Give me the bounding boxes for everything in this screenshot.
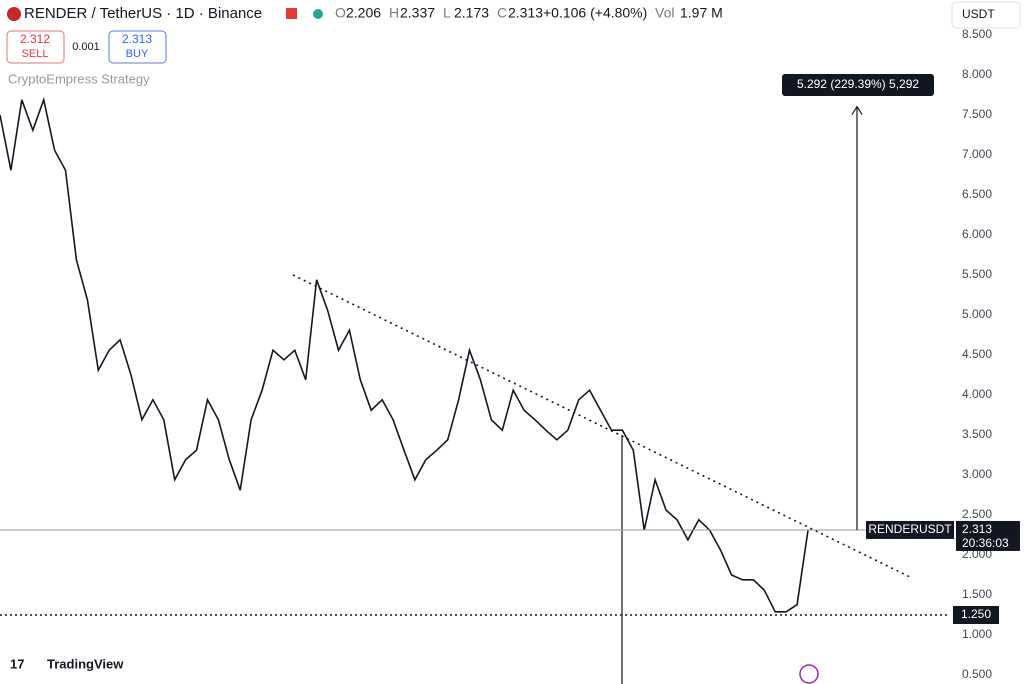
currency-button[interactable]	[951, 1, 1021, 29]
header-bg	[0, 0, 720, 28]
y-tick-label: 6.500	[962, 187, 992, 201]
sell-price: 2.312	[20, 32, 50, 46]
ohlc-key: L	[443, 5, 451, 21]
spread: 0.001	[72, 41, 100, 53]
price-axis: 0.5001.0001.5002.0002.5003.0003.5004.000…	[962, 27, 992, 681]
buy-price: 2.313	[122, 32, 152, 46]
symbol-icon	[7, 7, 21, 21]
ohlc-value: 2.206	[346, 5, 381, 21]
support-label-bg	[953, 606, 999, 624]
symbol-label: RENDERUSDT	[868, 522, 952, 536]
y-tick-label: 7.000	[962, 147, 992, 161]
measure-label: 5.292 (229.39%) 5,292	[797, 77, 919, 91]
buy-button[interactable]	[108, 30, 167, 64]
y-tick-label: 2.500	[962, 507, 992, 521]
ohlc-key: C	[497, 5, 507, 21]
ohlc-value: 2.313	[508, 5, 543, 21]
measure-label-bg	[782, 74, 934, 96]
y-tick-label: 3.000	[962, 467, 992, 481]
ohlc-key: O	[335, 5, 346, 21]
sell-button[interactable]	[6, 30, 65, 64]
logo: 17 TradingView	[10, 656, 124, 671]
arrow-head	[851, 105, 863, 115]
currency: USDT	[962, 7, 995, 21]
ohlc-key: H	[389, 5, 399, 21]
ohlc-value: 2.337	[400, 5, 435, 21]
logo-text: TradingView	[47, 656, 124, 671]
y-tick-label: 5.000	[962, 307, 992, 321]
volume: 1.97 M	[680, 5, 723, 21]
change: +0.106 (+4.80%)	[543, 5, 647, 21]
y-tick-label: 6.000	[962, 227, 992, 241]
volume-key: Vol	[655, 5, 674, 21]
y-tick-label: 4.000	[962, 387, 992, 401]
price-label-bg	[956, 520, 1020, 551]
y-tick-label: 1.000	[962, 627, 992, 641]
countdown: 20:36:03	[962, 536, 1009, 550]
ohlc-value: 2.173	[454, 5, 489, 21]
y-tick-label: 4.500	[962, 347, 992, 361]
y-tick-label: 5.500	[962, 267, 992, 281]
logo-mark: 17	[10, 656, 24, 671]
y-tick-label: 0.500	[962, 667, 992, 681]
price-label: 2.313	[962, 522, 992, 536]
support-label: 1.250	[961, 607, 991, 621]
y-tick-label: 8.500	[962, 27, 992, 41]
status-dot	[313, 9, 323, 19]
indicator: CryptoEmpress Strategy	[8, 71, 150, 86]
y-tick-label: 3.500	[962, 427, 992, 441]
symbol: RENDER / TetherUS · 1D · Binance	[24, 5, 262, 22]
sell-text: SELL	[22, 48, 49, 60]
symbol-label-bg	[866, 520, 954, 539]
y-tick-label: 8.000	[962, 67, 992, 81]
y-tick-label: 1.500	[962, 587, 992, 601]
y-tick-label: 7.500	[962, 107, 992, 121]
flash-icon[interactable]	[799, 664, 819, 684]
price-line	[0, 96, 809, 613]
trend-line	[292, 274, 911, 578]
alert-icon	[286, 8, 297, 19]
buy-text: BUY	[126, 48, 149, 60]
